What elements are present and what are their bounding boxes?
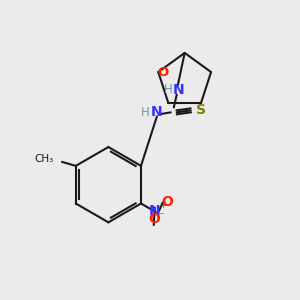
Text: N: N: [151, 105, 163, 119]
Text: +: +: [159, 201, 166, 210]
Text: CH₃: CH₃: [35, 154, 54, 164]
Text: N: N: [149, 204, 161, 218]
Text: O: O: [148, 212, 160, 226]
Text: O: O: [158, 66, 169, 79]
Text: ⁻: ⁻: [158, 211, 164, 224]
Text: S: S: [196, 103, 206, 117]
Text: N: N: [173, 82, 184, 97]
Text: O: O: [161, 195, 173, 209]
Text: H: H: [164, 83, 172, 96]
Text: H: H: [141, 106, 149, 119]
